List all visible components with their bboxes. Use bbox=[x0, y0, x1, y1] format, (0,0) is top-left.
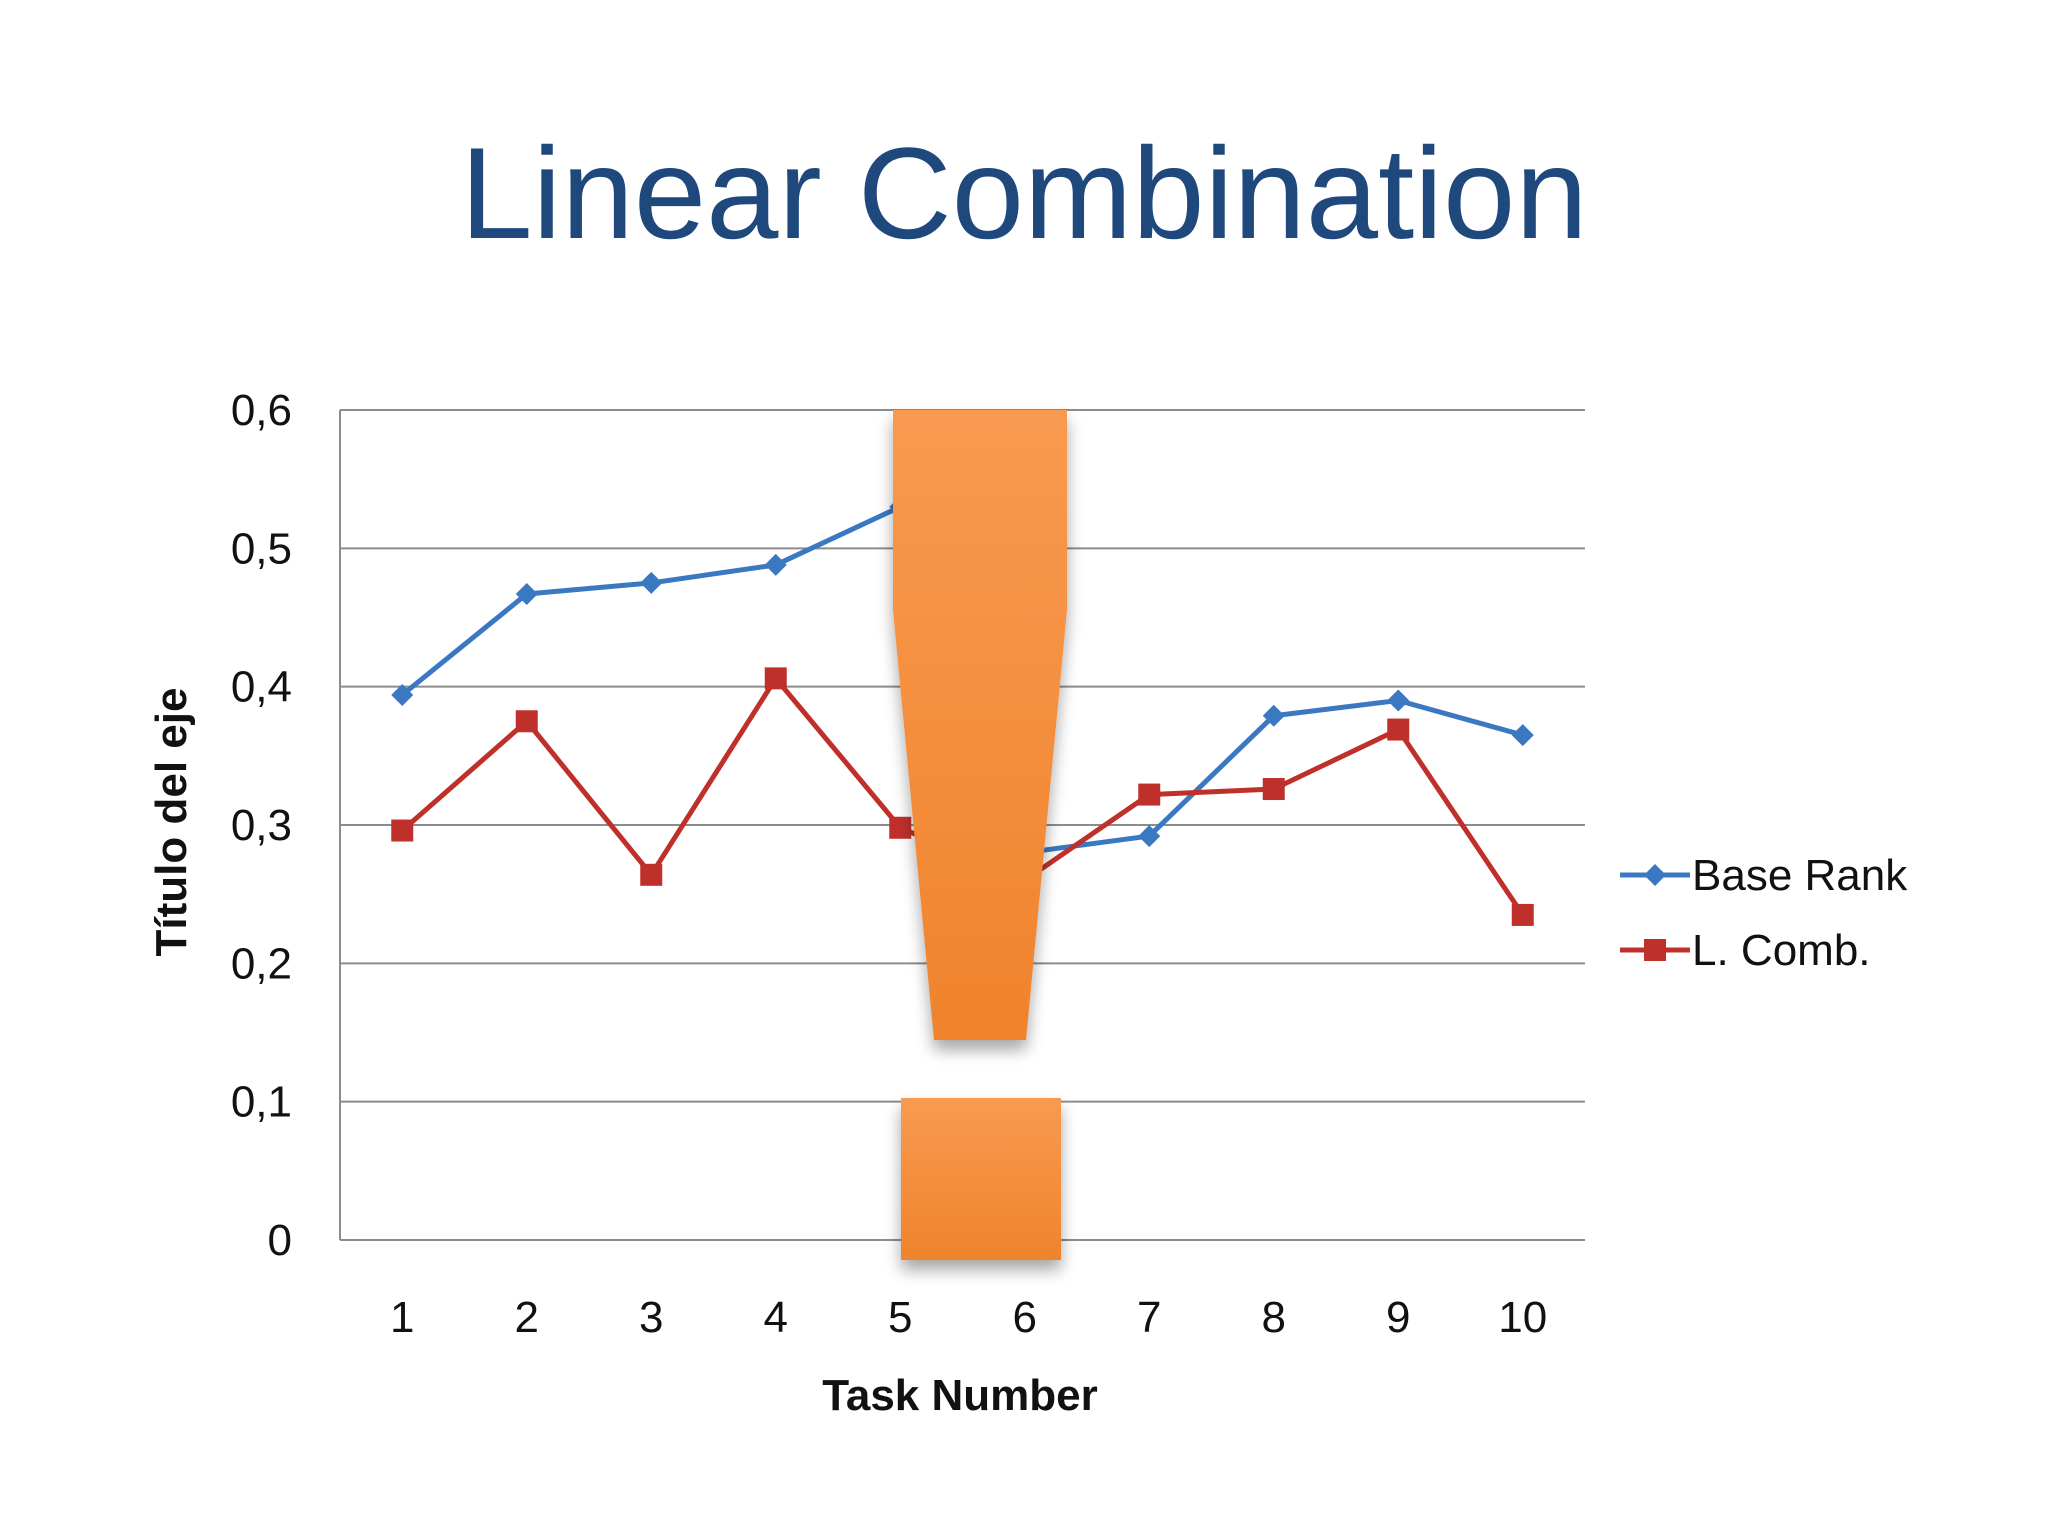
legend-marker bbox=[1644, 864, 1666, 886]
data-point bbox=[1138, 825, 1161, 848]
x-tick-label: 4 bbox=[764, 1293, 788, 1342]
x-tick-label: 6 bbox=[1013, 1293, 1037, 1342]
x-tick-label: 8 bbox=[1262, 1293, 1286, 1342]
data-point bbox=[764, 553, 787, 576]
y-tick-label: 0,1 bbox=[231, 1078, 292, 1127]
data-point bbox=[1138, 783, 1161, 806]
legend-item: Base Rank bbox=[1620, 851, 1908, 900]
data-point bbox=[640, 571, 663, 594]
y-tick-label: 0,3 bbox=[231, 801, 292, 850]
data-point bbox=[764, 667, 787, 690]
exclamation-overlay bbox=[893, 410, 1067, 1260]
y-tick-labels: 0 0,1 0,2 0,3 0,4 0,5 0,6 bbox=[231, 386, 292, 1265]
exclamation-icon-bar bbox=[893, 410, 1067, 1040]
x-tick-label: 9 bbox=[1386, 1293, 1410, 1342]
data-point bbox=[1511, 903, 1534, 926]
data-point bbox=[1262, 778, 1285, 801]
x-axis-title: Task Number bbox=[822, 1371, 1098, 1420]
x-tick-label: 5 bbox=[888, 1293, 912, 1342]
data-point bbox=[515, 710, 538, 733]
data-point bbox=[1511, 724, 1534, 747]
legend-item: L. Comb. bbox=[1620, 926, 1871, 975]
legend-label: L. Comb. bbox=[1692, 926, 1871, 975]
x-tick-label: 2 bbox=[515, 1293, 539, 1342]
x-tick-label: 3 bbox=[639, 1293, 663, 1342]
y-tick-label: 0,5 bbox=[231, 524, 292, 573]
y-axis-title: Título del eje bbox=[147, 688, 196, 957]
y-tick-label: 0,6 bbox=[231, 386, 292, 435]
data-point bbox=[391, 683, 414, 706]
legend-label: Base Rank bbox=[1692, 851, 1908, 900]
slide-title: Linear Combination bbox=[460, 120, 1588, 266]
x-tick-label: 1 bbox=[390, 1293, 414, 1342]
data-point bbox=[640, 863, 663, 886]
x-tick-labels: 1 2 3 4 5 6 7 8 9 10 bbox=[390, 1293, 1547, 1342]
data-point bbox=[1387, 689, 1410, 712]
y-tick-label: 0 bbox=[268, 1216, 292, 1265]
legend-marker bbox=[1644, 939, 1666, 961]
exclamation-icon-dot bbox=[901, 1098, 1061, 1260]
x-tick-label: 10 bbox=[1498, 1293, 1547, 1342]
data-point bbox=[1262, 704, 1285, 727]
data-point bbox=[1387, 718, 1410, 741]
y-tick-label: 0,2 bbox=[231, 939, 292, 988]
y-tick-label: 0,4 bbox=[231, 663, 292, 712]
data-point bbox=[391, 819, 414, 842]
data-point bbox=[889, 816, 912, 839]
x-tick-label: 7 bbox=[1137, 1293, 1161, 1342]
data-point bbox=[515, 582, 538, 605]
legend: Base Rank L. Comb. bbox=[1620, 851, 1908, 975]
